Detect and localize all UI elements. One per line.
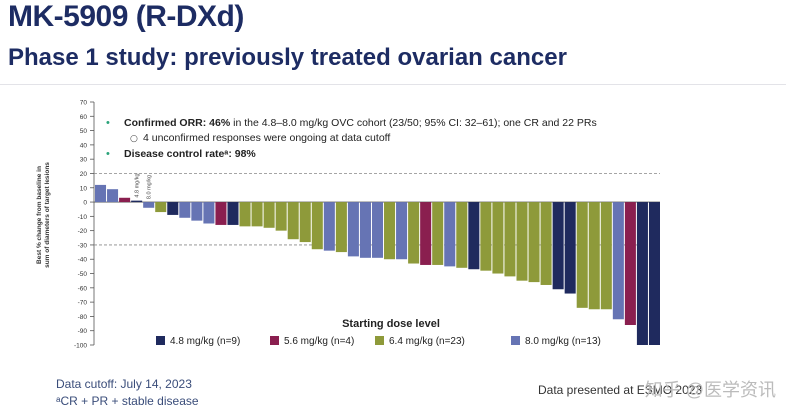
legend: 4.8 mg/kg (n=9) 5.6 mg/kg (n=4) 6.4 mg/kg … xyxy=(156,336,601,347)
y-tick-label: 30 xyxy=(80,157,88,164)
y-tick-label: 70 xyxy=(80,100,88,107)
legend-label: 4.8 mg/kg (n=9) xyxy=(170,336,240,347)
bullet-dot-2: • xyxy=(106,148,110,160)
bar xyxy=(143,202,155,208)
bar xyxy=(576,202,588,308)
y-tick-label: -90 xyxy=(78,328,88,335)
data-cutoff: Data cutoff: July 14, 2023 xyxy=(56,377,192,391)
bar xyxy=(239,202,251,227)
legend-swatch xyxy=(270,336,279,345)
bar xyxy=(323,202,335,251)
bar xyxy=(600,202,612,310)
bar xyxy=(420,202,432,265)
bar xyxy=(612,202,624,320)
watermark: 知乎 @医学资讯 xyxy=(644,380,776,400)
bullet-dcr: Disease control rateᵃ: 98% xyxy=(124,148,256,160)
y-tick-label: 50 xyxy=(80,128,88,135)
y-axis-label-line1: Best % change from baseline in xyxy=(36,166,43,264)
y-tick-label: -30 xyxy=(78,242,88,249)
bar xyxy=(396,202,408,260)
bar xyxy=(636,202,648,345)
legend-label: 5.6 mg/kg (n=4) xyxy=(284,336,354,347)
bar xyxy=(480,202,492,271)
legend-swatch xyxy=(511,336,520,345)
y-tick-label: 20 xyxy=(80,171,88,178)
bar xyxy=(528,202,540,283)
bar xyxy=(408,202,420,264)
y-axis: 70 60 50 40 30 20 10 0 -10 -20 -30 -40 -50 -60 -70 -80 -… xyxy=(74,100,660,350)
bar xyxy=(540,202,552,285)
bar xyxy=(624,202,636,325)
y-tick-label: 0 xyxy=(83,200,87,207)
bar xyxy=(95,184,107,203)
sub-bullet-unconfirmed: 4 unconfirmed responses were ongoing at … xyxy=(143,132,390,144)
bullet-dot-1: • xyxy=(106,117,110,129)
bar xyxy=(432,202,444,265)
footnote: ᵃCR + PR + stable disease xyxy=(56,394,199,408)
bar xyxy=(588,202,600,310)
y-tick-label: -20 xyxy=(78,228,88,235)
y-tick-label: -60 xyxy=(78,285,88,292)
y-axis-label-line2: sum of diameters of target lesions xyxy=(44,162,51,268)
y-tick-label: -10 xyxy=(78,214,88,221)
bar xyxy=(564,202,576,294)
legend-title: Starting dose level xyxy=(342,318,440,330)
bullet-orr-bold: Confirmed ORR: 46% xyxy=(124,117,231,129)
y-tick-label: -80 xyxy=(78,314,88,321)
bar xyxy=(119,197,131,203)
bar xyxy=(191,202,203,221)
legend-swatch xyxy=(375,336,384,345)
legend-label: 6.4 mg/kg (n=23) xyxy=(389,336,465,347)
bar-dose-annotation: 4.8 mg/kg xyxy=(135,173,141,197)
bullet-confirmed-orr: Confirmed ORR: 46% in the 4.8–8.0 mg/kg … xyxy=(124,117,597,129)
bar xyxy=(371,202,384,258)
bar xyxy=(492,202,504,274)
bar xyxy=(516,202,528,281)
bar xyxy=(287,202,299,240)
y-tick-label: -100 xyxy=(74,343,87,350)
y-tick-label: 60 xyxy=(80,114,88,121)
bar xyxy=(275,202,287,231)
bar-series xyxy=(95,184,660,345)
bar xyxy=(299,202,311,243)
bar xyxy=(131,200,143,203)
bar-annotations: 4.8 mg/kg 8.0 mg/kg xyxy=(135,173,153,199)
bar xyxy=(335,202,347,253)
bar xyxy=(468,202,480,270)
y-tick-label: 40 xyxy=(80,142,88,149)
legend-swatch xyxy=(156,336,165,345)
y-tick-label: 10 xyxy=(80,185,88,192)
bar xyxy=(384,202,396,260)
bar xyxy=(444,202,456,267)
slide-subtitle: Phase 1 study: previously treated ovaria… xyxy=(8,44,567,71)
bar xyxy=(179,202,191,218)
bar xyxy=(203,202,215,224)
presented-at: Data presented at ESMO 2023 xyxy=(538,383,703,397)
bullet-orr-rest: in the 4.8–8.0 mg/kg OVC cohort (23/50; … xyxy=(230,117,597,129)
bar xyxy=(347,202,359,257)
bar xyxy=(311,202,323,250)
bar-dose-annotation: 8.0 mg/kg xyxy=(147,175,153,199)
bar xyxy=(263,202,275,228)
bar xyxy=(155,202,167,213)
bar xyxy=(227,202,239,225)
legend-label: 8.0 mg/kg (n=13) xyxy=(525,336,601,347)
bar xyxy=(167,202,179,215)
bar xyxy=(251,202,263,227)
bar xyxy=(552,202,564,290)
bar xyxy=(648,202,660,345)
sub-bullet-circle: ○ xyxy=(130,134,138,144)
title-divider xyxy=(0,84,786,85)
bar xyxy=(359,202,371,258)
y-tick-label: -50 xyxy=(78,271,88,278)
bar xyxy=(215,202,227,225)
bar xyxy=(107,189,119,203)
y-tick-label: -40 xyxy=(78,257,88,264)
bar xyxy=(504,202,516,277)
slide-title: MK-5909 (R-DXd) xyxy=(8,0,244,33)
bar xyxy=(456,202,468,268)
y-tick-label: -70 xyxy=(78,300,88,307)
